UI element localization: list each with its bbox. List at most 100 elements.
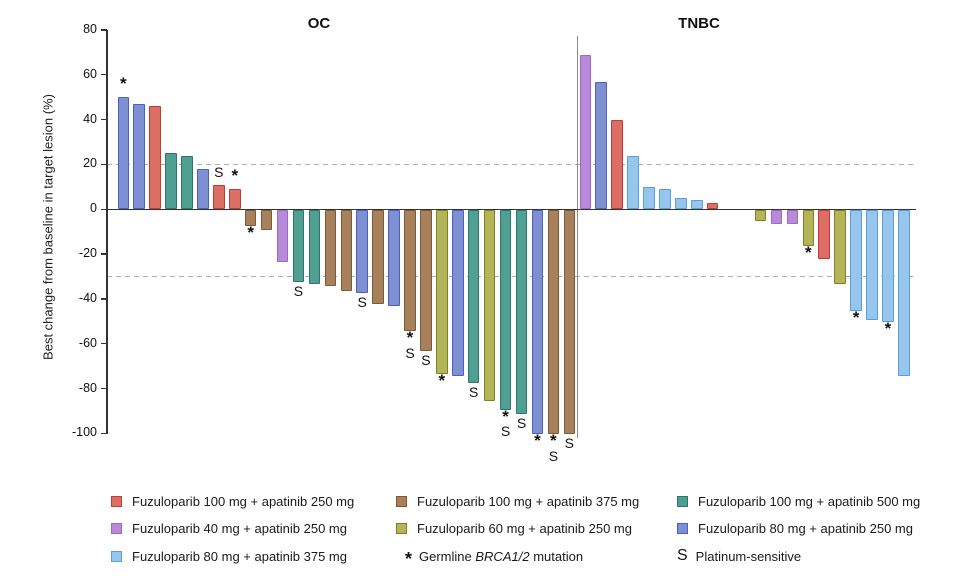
legend-label: Fuzuloparib 60 mg + apatinib 250 mg	[417, 521, 632, 536]
brca-marker: *	[852, 307, 860, 327]
brca-marker: *	[119, 74, 127, 94]
bar	[149, 106, 161, 210]
legend-swatch-olive	[396, 523, 407, 534]
legend-swatch-purple	[111, 523, 122, 534]
legend-label: Fuzuloparib 100 mg + apatinib 250 mg	[132, 493, 355, 509]
bar	[308, 210, 321, 285]
platinum-marker: S	[214, 163, 224, 180]
y-tick-label: -40	[78, 290, 97, 305]
bar	[754, 210, 767, 222]
bar	[436, 210, 448, 374]
bar	[452, 210, 464, 376]
y-tick	[101, 29, 107, 31]
bar	[420, 210, 432, 352]
bar	[627, 155, 639, 210]
platinum-marker: S	[516, 415, 527, 432]
panel-separator	[577, 36, 579, 438]
legend-item: * Germline BRCA1/2 mutation	[405, 549, 583, 569]
y-tick	[101, 208, 107, 210]
bar	[229, 189, 241, 210]
y-tick-label: -60	[78, 335, 97, 350]
brca-marker: *	[884, 319, 892, 339]
bar	[818, 210, 830, 260]
bar	[117, 97, 129, 210]
y-tick	[101, 253, 107, 255]
bar	[531, 210, 544, 435]
bar	[324, 210, 337, 287]
bar	[499, 210, 512, 410]
legend-swatch-lightblue	[111, 550, 122, 562]
bar	[882, 210, 894, 323]
y-axis-line	[106, 30, 108, 434]
platinum-marker: S	[469, 383, 479, 400]
legend-item: Fuzuloparib 100 mg + apatinib 500 mg	[677, 494, 920, 509]
legend-item: Fuzuloparib 60 mg + apatinib 250 mg	[396, 521, 632, 536]
brca-marker: *	[231, 166, 239, 186]
brca-marker: *	[406, 328, 414, 348]
bar	[340, 210, 353, 291]
bar	[786, 210, 799, 224]
y-tick	[101, 387, 107, 390]
brca-marker: *	[534, 431, 541, 451]
brca-marker: *	[550, 431, 557, 451]
platinum-marker: S	[421, 352, 431, 369]
y-tick	[101, 118, 107, 121]
platinum-marker: S	[405, 344, 415, 361]
bar	[834, 210, 846, 285]
bar	[276, 210, 289, 262]
bar	[563, 210, 576, 435]
brca-marker: *	[438, 370, 446, 390]
bar	[213, 184, 225, 210]
y-tick	[101, 432, 107, 435]
brca-marker: *	[502, 406, 509, 426]
y-tick-label: 80	[83, 21, 97, 36]
y-tick	[101, 343, 107, 345]
bar	[244, 210, 257, 226]
bar	[372, 210, 384, 305]
legend-item: Fuzuloparib 80 mg + apatinib 375 mg	[111, 549, 347, 564]
platinum-marker: S	[293, 282, 304, 299]
bar	[547, 210, 560, 435]
y-tick	[101, 74, 107, 76]
legend-item: Fuzuloparib 100 mg + apatinib 375 mg	[396, 494, 639, 509]
bar	[802, 210, 815, 246]
bar	[356, 210, 368, 294]
legend-label: Fuzuloparib 40 mg + apatinib 250 mg	[132, 521, 347, 536]
bar	[181, 155, 193, 210]
legend-item: Fuzuloparib 80 mg + apatinib 250 mg	[677, 521, 913, 536]
bar	[388, 210, 400, 307]
y-tick-label: -100	[71, 425, 97, 440]
y-tick	[101, 163, 107, 166]
platinum-marker: S	[500, 423, 511, 440]
reference-line-20	[107, 163, 916, 166]
panel-title-oc: OC	[307, 15, 331, 32]
platinum-marker: S	[357, 294, 367, 311]
bar	[770, 210, 783, 224]
bar	[659, 189, 671, 210]
y-tick	[101, 298, 107, 300]
bar	[611, 119, 623, 210]
legend-swatch-teal	[677, 495, 688, 507]
bar	[515, 210, 528, 415]
bar	[165, 153, 177, 210]
bar	[595, 81, 607, 210]
platinum-marker: S	[564, 435, 574, 452]
bar	[850, 210, 862, 311]
y-tick-label: 20	[83, 156, 97, 171]
brca-marker: *	[804, 242, 812, 262]
zero-baseline	[107, 208, 916, 211]
legend-label: Fuzuloparib 80 mg + apatinib 250 mg	[698, 521, 913, 536]
y-tick-label: -20	[78, 246, 97, 261]
bar	[133, 103, 145, 210]
y-tick-label: 60	[83, 66, 97, 81]
legend-item: Fuzuloparib 100 mg + apatinib 250 mg	[111, 493, 355, 509]
platinum-s-symbol: S	[677, 547, 688, 564]
legend-swatch-blue	[677, 523, 688, 534]
y-tick-label: 0	[90, 201, 97, 216]
platinum-marker: S	[548, 447, 559, 464]
legend-swatch-brown	[396, 495, 407, 507]
y-tick-label: 40	[83, 111, 97, 126]
